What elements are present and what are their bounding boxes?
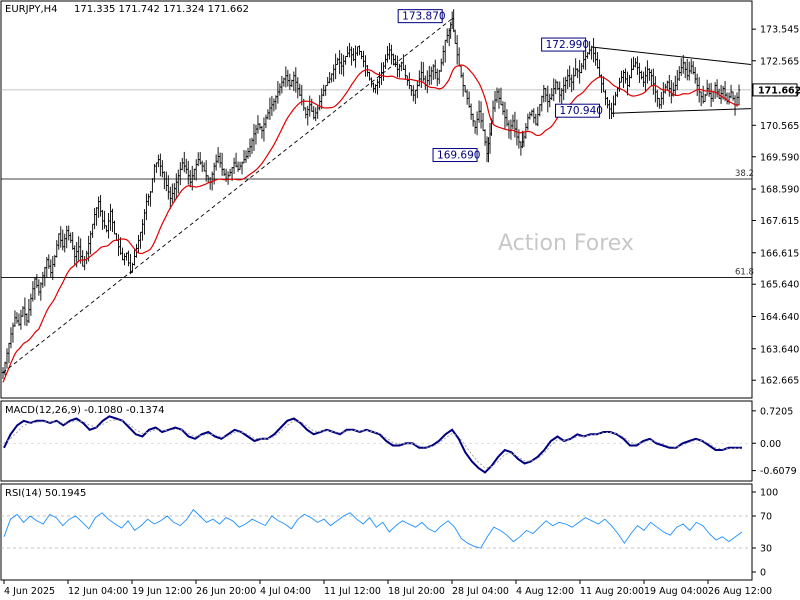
current-price-tag — [752, 83, 798, 97]
rsi-series — [1, 508, 752, 549]
triangle-lower-line — [611, 108, 752, 114]
price-tick-label: 167.615 — [760, 216, 799, 227]
macd-tick-label: -0.6079 — [760, 466, 797, 477]
price-axis: 173.545172.565171.565170.565169.590168.5… — [752, 25, 800, 387]
macd-series — [1, 415, 752, 474]
time-tick-label: 11 Aug 20:00 — [580, 586, 644, 597]
rsi-tick-label: 0 — [760, 568, 766, 579]
price-tick-label: 169.590 — [760, 152, 799, 163]
price-tick-label: 165.640 — [760, 280, 799, 291]
rsi-tick-label: 100 — [760, 488, 778, 499]
time-tick-label: 19 Jun 12:00 — [132, 586, 192, 597]
price-level-label: 170.940 — [560, 105, 603, 117]
time-tick-label: 11 Jul 12:00 — [324, 586, 381, 597]
price-level-label: 172.990 — [546, 39, 589, 51]
time-tick-label: 4 Aug 12:00 — [516, 586, 574, 597]
price-tick-label: 162.665 — [760, 376, 799, 387]
price-series — [1, 9, 741, 383]
moving-average-line — [2, 64, 740, 383]
price-level-box — [541, 37, 587, 52]
time-tick-label: 19 Aug 04:00 — [644, 586, 708, 597]
current-price-label: 171.662 — [758, 85, 800, 96]
price-tick-label: 164.640 — [760, 312, 799, 323]
time-tick-label: 28 Jul 04:00 — [452, 586, 509, 597]
chart-ohlc: 171.335 171.742 171.324 171.662 — [74, 4, 249, 15]
rsi-tick-label: 70 — [760, 512, 772, 523]
macd-signal-line — [3, 419, 742, 469]
chart-symbol: EURJPY,H4 — [5, 4, 58, 15]
macd-tick-label: 0.7205 — [760, 406, 793, 417]
watermark: Action Forex — [498, 231, 634, 256]
price-tick-label: 170.565 — [760, 121, 799, 132]
price-level-label: 169.690 — [437, 150, 480, 162]
price-tick-label: 173.545 — [760, 25, 799, 36]
rsi-line — [3, 508, 743, 549]
time-tick-label: 26 Jun 20:00 — [196, 586, 256, 597]
macd-axis: 0.7205 0.00 -0.6079 — [752, 406, 797, 477]
fib-61-label: 61.8 — [735, 267, 754, 277]
macd-title: MACD(12,26,9) -0.1080 -0.1374 — [5, 405, 165, 416]
price-tick-label: 166.615 — [760, 248, 799, 259]
price-level-box — [397, 9, 443, 24]
time-tick-label: 12 Jun 04:00 — [68, 586, 128, 597]
price-grid — [1, 89, 752, 278]
price-panel — [0, 0, 753, 399]
price-annotations: 173.870 172.990 170.940 169.690 38.2 61.8 — [2, 9, 754, 373]
price-level-box — [555, 103, 601, 118]
price-tick-label: 172.565 — [760, 56, 799, 67]
time-axis: 4 Jun 2025 12 Jun 04:00 19 Jun 12:00 26 Jun… — [3, 580, 772, 597]
macd-line — [3, 415, 742, 474]
rsi-panel — [0, 483, 753, 581]
macd-tick-label: 0.00 — [760, 439, 781, 450]
time-tick-label: 4 Jun 2025 — [4, 586, 55, 597]
price-tick-label: 163.640 — [760, 344, 799, 355]
price-level-box — [432, 148, 478, 163]
rsi-axis: 100 70 30 0 — [752, 488, 778, 579]
fib-38-label: 38.2 — [735, 169, 754, 179]
price-level-label: 173.870 — [402, 11, 445, 23]
time-tick-label: 26 Aug 12:00 — [708, 586, 772, 597]
rsi-tick-label: 30 — [760, 544, 772, 555]
rsi-title: RSI(14) 50.1945 — [5, 488, 86, 499]
price-tick-label: 168.590 — [760, 185, 799, 196]
triangle-upper-line — [591, 46, 752, 65]
time-tick-label: 4 Jul 04:00 — [260, 586, 311, 597]
rising-trendline — [2, 18, 453, 373]
time-tick-label: 18 Jul 20:00 — [388, 586, 445, 597]
